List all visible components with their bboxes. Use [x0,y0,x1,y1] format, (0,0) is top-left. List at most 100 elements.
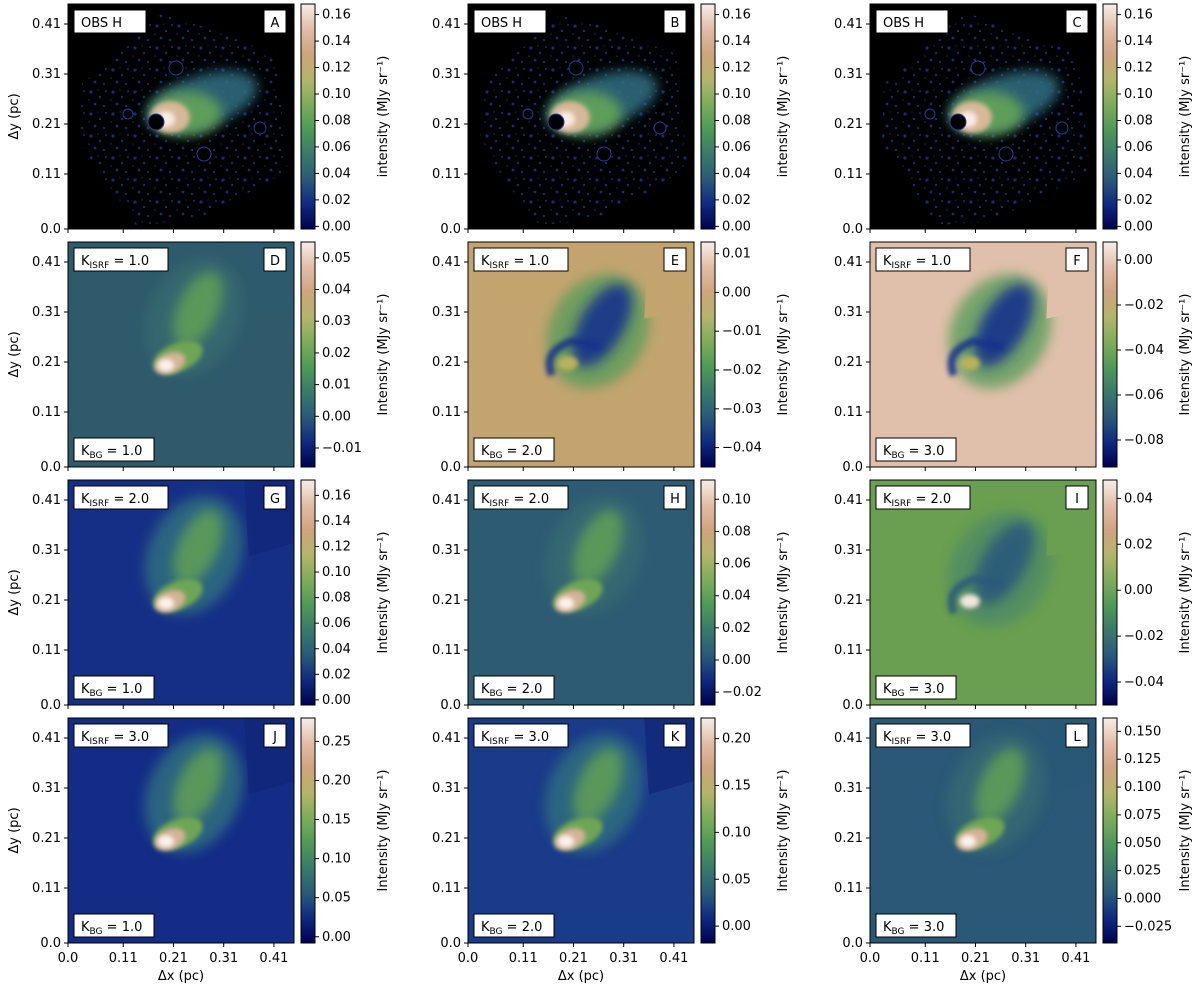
heatmap-image [870,718,1096,943]
y-tick-label: 0.31 [32,543,61,558]
panel-top-label: KISRF = 1.0 [73,247,169,272]
panel-k: 0.00.0 0.11 0.11 0.21 0.21 0.31 0.31 0.41 0.41 Δx… [432,717,791,984]
colorbar-tick-label: −0.02 [722,685,762,700]
panel-top-label: KISRF = 2.0 [875,485,971,510]
x-tick-label: 0.0 [458,951,479,966]
panel-i: 0.0 0.11 0.21 0.31 0.41 KISRF = 2.0 KBG = 3.0 I… [834,479,1193,713]
panel-letter-text: J [272,730,277,745]
panel-top-label: OBS H [73,9,147,34]
x-tick-label: 0.11 [911,951,940,966]
y-tick-label: 0.41 [834,493,863,508]
panel-top-label-text: KISRF = 1.0 [883,254,951,271]
colorbar-tick-label: 0.12 [1124,61,1153,76]
panel-bottom-label-text: KBG = 1.0 [81,682,142,699]
x-tick-label: 0.31 [1011,951,1040,966]
colorbar-gradient [300,717,316,944]
colorbar: 0.00 0.02 0.04 0.06 0.08 0.10 0.12 0.14 0.16 inte… [700,3,791,234]
panel-top-label-text: KISRF = 3.0 [81,730,149,747]
colorbar: 0.16 0.14 0.12 0.10 0.08 0.06 0.04 0.02 0.00 Inte… [300,479,391,708]
y-tick-label: 0.41 [834,255,863,270]
panel-top-label-text: KISRF = 3.0 [481,730,549,747]
panel-letter: D [263,247,287,272]
colorbar-tick-label: 0.14 [1124,34,1153,49]
y-tick-label: 0.41 [32,17,61,32]
colorbar-gradient [300,3,316,230]
colorbar-tick-label: 0.16 [322,488,351,503]
colorbar-tick-label: 0.04 [322,642,351,657]
y-tick-label: 0.0 [40,698,61,713]
colorbar-tick-label: 0.00 [722,919,751,934]
colorbar-tick-label: −0.03 [722,402,762,417]
colorbar-label: Intensity (MJy sr⁻¹) [376,770,391,892]
panel-top-label: KISRF = 1.0 [875,247,971,272]
x-tick-label: 0.0 [860,951,881,966]
y-tick-label: 0.41 [32,731,61,746]
panel-top-label: OBS H [875,9,949,34]
y-tick-label: 0.0 [440,460,461,475]
panel-top-label-text: OBS H [883,16,924,31]
y-tick-label: 0.0 [40,222,61,237]
colorbar-tick-label: 0.02 [1124,537,1153,552]
colorbar-tick-label: 0.04 [1124,166,1153,181]
colorbar-tick-label: 0.06 [322,140,351,155]
colorbar-tick-label: −0.02 [1124,629,1164,644]
colorbar-tick-label: 0.02 [722,621,751,636]
y-tick-label: 0.21 [432,117,461,132]
panel-letter-text: K [671,730,680,745]
heatmap-image [870,242,1096,467]
colorbar-tick-label: 0.00 [322,219,351,234]
panel-bottom-label-text: KBG = 2.0 [481,682,542,699]
panel-top-label-text: KISRF = 3.0 [883,730,951,747]
colorbar-tick-label: 0.08 [322,591,351,606]
panel-a: 0.0 0.11 0.21 0.31 0.41 Δy (pc) OBS H A 0.00 0.02… [7,3,391,237]
colorbar-gradient [1102,717,1118,944]
y-tick-label: 0.31 [432,543,461,558]
panel-top-label-text: OBS H [481,16,522,31]
colorbar-gradient [1102,241,1118,468]
panel-bottom-label-text: KBG = 2.0 [481,920,542,937]
x-axis-label: Δx (pc) [158,969,204,984]
panel-letter-text: E [671,254,679,269]
heatmap-image [468,718,694,943]
x-axis-label: Δx (pc) [960,969,1006,984]
colorbar-tick-label: −0.02 [722,363,762,378]
colorbar-tick-label: 0.02 [722,193,751,208]
panel-bottom-label: KBG = 2.0 [473,437,555,462]
panel-letter: L [1065,723,1089,748]
colorbar-tick-label: 0.00 [722,285,751,300]
y-tick-label: 0.0 [842,698,863,713]
panel-letter-text: G [270,492,280,507]
colorbar-tick-label: 0.00 [1124,219,1153,234]
x-tick-label: 0.31 [609,951,638,966]
colorbar-tick-label: −0.02 [1124,298,1164,313]
y-tick-label: 0.31 [32,67,61,82]
plot-frame [869,241,1097,468]
y-tick-label: 0.11 [432,643,461,658]
y-tick-label: 0.0 [842,222,863,237]
colorbar-tick-label: 0.14 [322,514,351,529]
plot-frame [67,717,295,944]
panel-letter: K [663,723,687,748]
y-tick-label: 0.21 [432,831,461,846]
y-tick-label: 0.0 [440,698,461,713]
panel-letter: B [663,9,687,34]
panel-letter-text: I [1075,492,1079,507]
colorbar-tick-label: 0.075 [1124,808,1161,823]
colorbar: 0.00 0.02 0.04 0.06 0.08 0.10 0.12 0.14 0.16 inte… [1102,3,1193,234]
heatmap-image [870,4,1096,229]
colorbar-tick-label: 0.10 [722,825,751,840]
colorbar-tick-label: 0.000 [1124,891,1161,906]
y-axis-label: Δy (pc) [7,331,22,377]
colorbar-gradient [700,241,716,468]
colorbar-label: Intensity (MJy sr⁻¹) [376,294,391,416]
heatmap-image [468,480,694,705]
colorbar-tick-label: 0.05 [722,872,751,887]
colorbar-tick-label: 0.025 [1124,864,1161,879]
y-tick-label: 0.11 [32,881,61,896]
y-tick-label: 0.21 [834,355,863,370]
y-tick-label: 0.31 [834,67,863,82]
colorbar-tick-label: 0.00 [1124,583,1153,598]
heatmap-image [68,242,294,467]
panel-letter-text: A [271,16,280,31]
